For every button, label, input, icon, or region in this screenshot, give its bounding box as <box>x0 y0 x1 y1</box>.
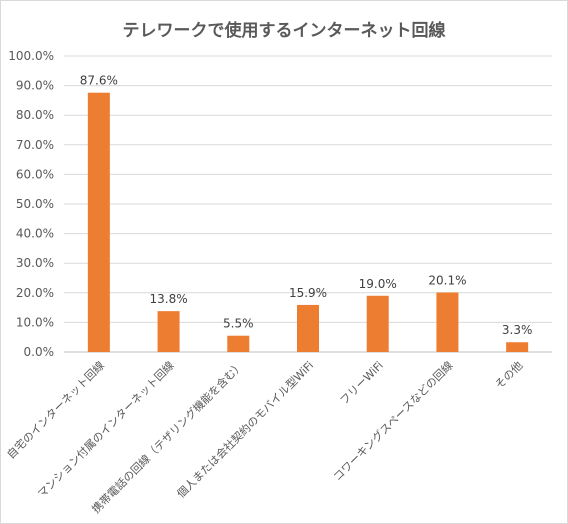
y-tick-label: 40.0% <box>16 227 54 241</box>
category-label: フリーWiFi <box>338 359 386 407</box>
category-label: コワーキングスペースなどの回線 <box>330 358 455 483</box>
y-tick-label: 10.0% <box>16 315 54 329</box>
bar <box>366 295 389 352</box>
bar <box>506 342 529 352</box>
category-label: マンション付属のインターネット回線 <box>35 358 177 500</box>
y-tick-label: 70.0% <box>16 138 54 152</box>
data-label: 5.5% <box>223 317 254 331</box>
y-tick-label: 30.0% <box>16 256 54 270</box>
data-label: 15.9% <box>289 286 327 300</box>
y-tick-label: 50.0% <box>16 197 54 211</box>
chart-title: テレワークで使用するインターネット回線 <box>122 21 446 41</box>
category-label: その他 <box>493 359 526 392</box>
data-label: 20.1% <box>428 274 466 288</box>
y-tick-label: 90.0% <box>16 79 54 93</box>
y-tick-label: 100.0% <box>8 49 54 63</box>
y-tick-label: 0.0% <box>24 345 55 359</box>
bar <box>436 292 459 352</box>
data-label: 19.0% <box>359 277 397 291</box>
bar <box>87 92 110 352</box>
bar <box>297 304 319 352</box>
data-label: 87.6% <box>80 74 118 88</box>
data-label: 3.3% <box>502 323 533 337</box>
bar <box>157 311 180 352</box>
category-label: 携帯電話の回線（テザリング機能を含む） <box>89 358 247 516</box>
y-tick-label: 60.0% <box>16 167 54 181</box>
bar <box>227 335 250 352</box>
y-tick-label: 80.0% <box>16 108 54 122</box>
data-label: 13.8% <box>150 292 188 306</box>
y-tick-label: 20.0% <box>16 286 54 300</box>
category-label: 個人または会社契約のモバイル型WiFi <box>174 358 316 500</box>
